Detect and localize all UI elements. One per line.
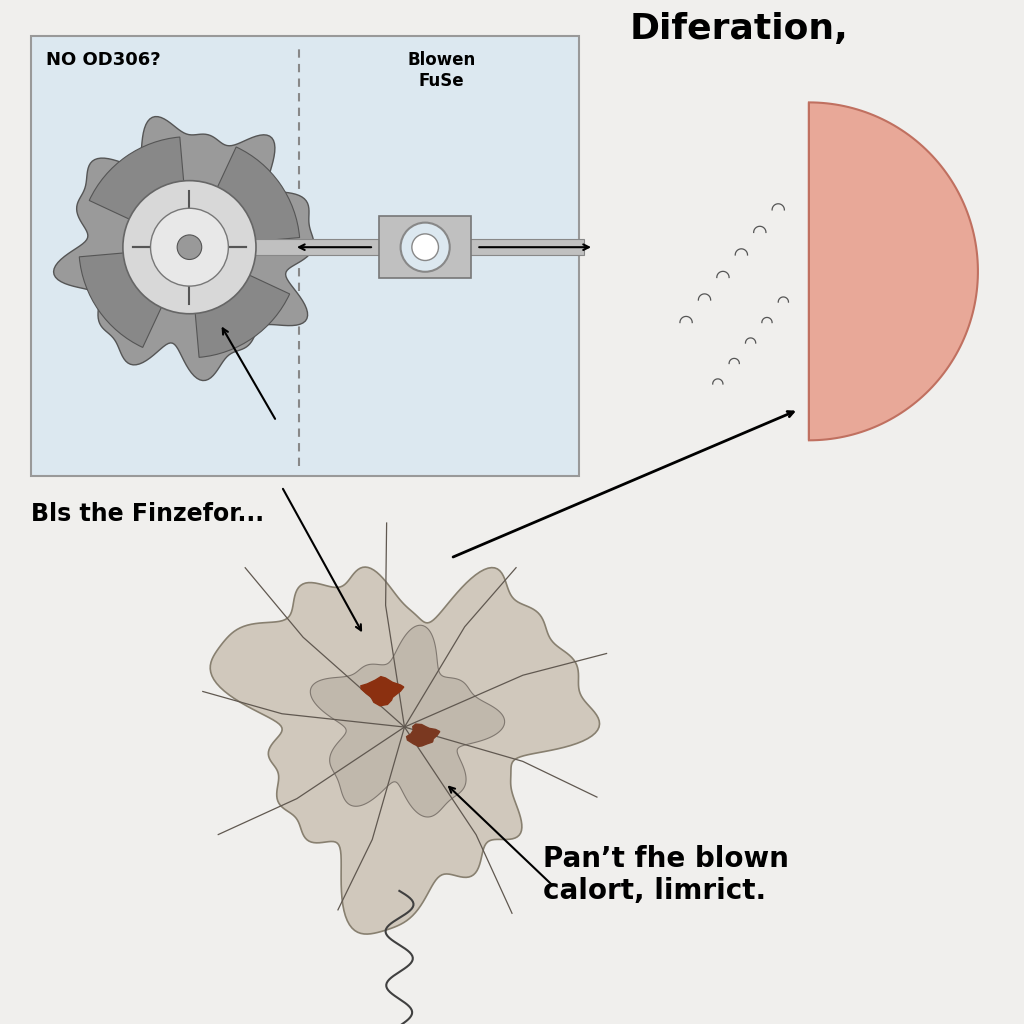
Bar: [379, 216, 471, 278]
Circle shape: [400, 222, 450, 271]
Polygon shape: [310, 626, 505, 817]
Wedge shape: [189, 147, 300, 247]
Wedge shape: [79, 247, 189, 347]
Circle shape: [412, 233, 438, 260]
Polygon shape: [809, 102, 978, 440]
Circle shape: [123, 180, 256, 313]
Text: NO OD306?: NO OD306?: [46, 51, 161, 70]
Bar: [189, 239, 584, 255]
Text: Blowen
FuSe: Blowen FuSe: [408, 51, 476, 90]
Polygon shape: [360, 677, 403, 706]
Polygon shape: [407, 724, 439, 746]
Circle shape: [177, 234, 202, 259]
Wedge shape: [189, 247, 290, 357]
Text: Bls the Finzefor...: Bls the Finzefor...: [31, 502, 264, 525]
Text: Diferation,: Diferation,: [630, 12, 849, 46]
Circle shape: [151, 208, 228, 286]
Polygon shape: [53, 117, 313, 381]
Text: Pan’t fhe blown
calort, limrict.: Pan’t fhe blown calort, limrict.: [543, 845, 788, 905]
Bar: [31, 36, 579, 476]
Wedge shape: [89, 137, 189, 247]
Polygon shape: [210, 567, 599, 934]
